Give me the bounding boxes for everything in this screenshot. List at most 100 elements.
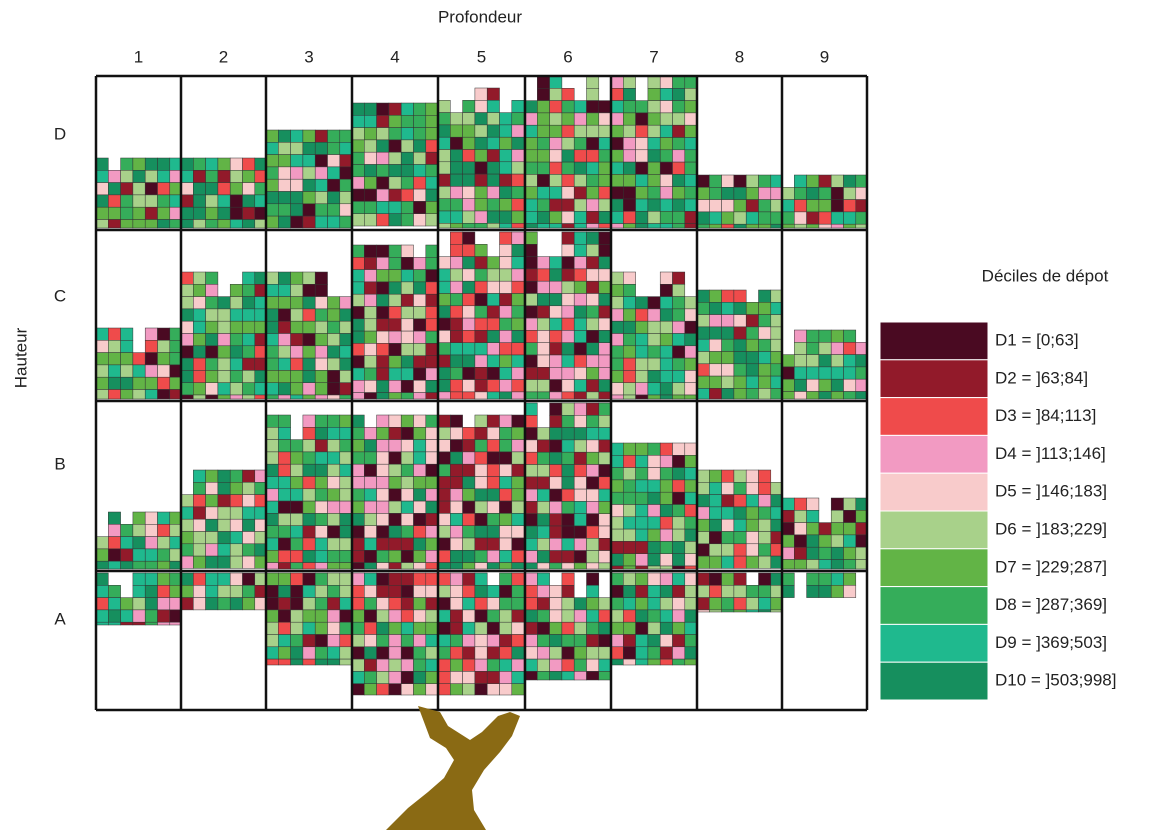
cell [598, 402, 612, 416]
cell [659, 442, 673, 456]
cell [610, 124, 624, 138]
cell [623, 572, 636, 586]
cell [144, 585, 158, 598]
cell [843, 572, 857, 586]
cell [573, 124, 587, 138]
cell [486, 562, 500, 570]
cell [400, 451, 414, 465]
cell [610, 149, 624, 163]
cell [205, 394, 219, 400]
cell [610, 634, 624, 648]
cell [388, 597, 402, 611]
cell [265, 550, 279, 563]
cell [610, 186, 624, 200]
cell [806, 546, 820, 560]
cell [157, 376, 171, 390]
cell [120, 157, 134, 171]
cell [290, 597, 304, 611]
cell [573, 174, 587, 187]
cell [586, 562, 600, 570]
cell [290, 609, 304, 623]
cell [169, 376, 182, 390]
cell [437, 634, 451, 648]
legend-title: Déciles de dépot [982, 266, 1109, 285]
cell [623, 541, 636, 554]
cell [843, 585, 857, 598]
cell [524, 305, 538, 319]
cell [290, 476, 304, 490]
cell [462, 210, 476, 224]
cell [265, 284, 279, 297]
cell [302, 621, 316, 635]
cell [843, 366, 857, 380]
cell [120, 560, 134, 570]
cell [537, 451, 550, 465]
cell [486, 634, 500, 648]
cell [327, 320, 341, 334]
cell [499, 342, 513, 356]
cell [169, 585, 182, 598]
cell [314, 476, 328, 490]
cell [205, 357, 219, 371]
cell [132, 219, 146, 229]
cell [327, 370, 341, 383]
cell [351, 367, 365, 381]
cell [586, 621, 600, 635]
cell [474, 342, 488, 356]
cell [709, 351, 722, 365]
cell [843, 391, 857, 400]
cell [511, 597, 525, 611]
cell [425, 139, 439, 153]
cell [314, 609, 328, 623]
cell [818, 223, 832, 229]
cell [205, 555, 219, 569]
cell [265, 320, 279, 334]
cell [537, 161, 550, 175]
cell [254, 469, 267, 483]
cell [586, 402, 600, 416]
cell [450, 305, 463, 319]
cell [339, 500, 353, 514]
cell [180, 320, 194, 334]
cell [351, 306, 365, 320]
cell [524, 100, 538, 114]
cell [524, 427, 538, 441]
cell [217, 382, 231, 396]
cell [462, 100, 476, 113]
cell [770, 351, 783, 365]
cell [339, 296, 353, 310]
cell [169, 389, 182, 400]
cell [169, 352, 182, 366]
cell [684, 161, 698, 175]
cell [144, 170, 158, 183]
cell [524, 671, 538, 681]
cell [635, 442, 649, 456]
cell [684, 565, 698, 570]
cell [278, 658, 291, 666]
cell [474, 634, 488, 648]
cell [120, 597, 134, 611]
cell [758, 211, 772, 225]
cell [524, 211, 538, 224]
cell [573, 317, 587, 331]
cell [696, 482, 710, 495]
cell [388, 343, 402, 356]
cell [450, 244, 463, 257]
cell [830, 329, 844, 343]
cell [806, 522, 820, 536]
cell [781, 546, 795, 560]
cell [364, 367, 377, 381]
cell [537, 280, 550, 294]
cell [486, 210, 500, 224]
cell [157, 182, 171, 196]
cell [549, 415, 563, 428]
cell [733, 338, 747, 352]
cell [437, 136, 451, 150]
cell [462, 562, 476, 570]
cell [302, 215, 316, 229]
cell [623, 565, 636, 570]
cell [400, 318, 414, 332]
cell [818, 546, 832, 560]
cell [364, 392, 377, 400]
cell [684, 198, 698, 212]
